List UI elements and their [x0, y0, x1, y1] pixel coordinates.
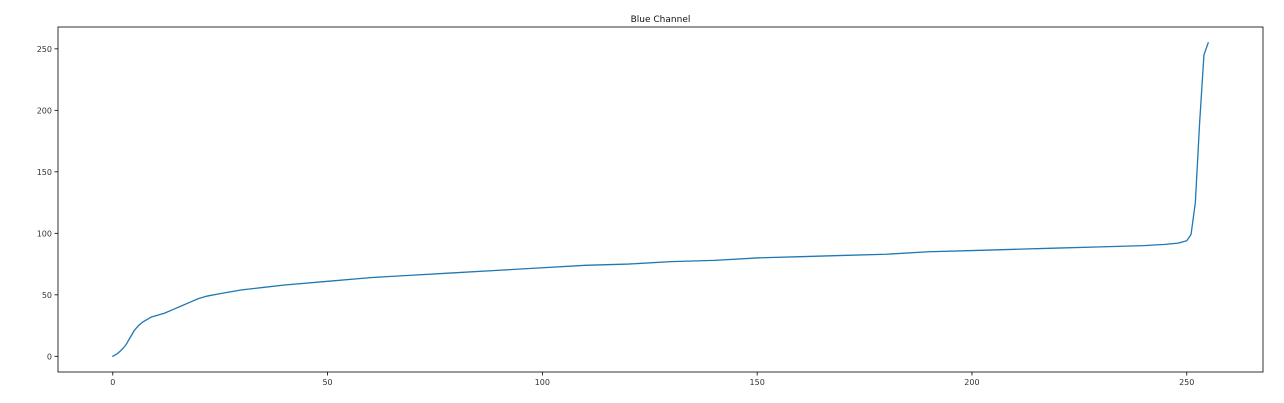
x-tick-label: 250 — [1179, 378, 1194, 387]
y-tick-label: 0 — [47, 352, 52, 361]
x-tick-label: 150 — [750, 378, 765, 387]
x-tick-label: 200 — [964, 378, 979, 387]
y-tick-label: 200 — [37, 106, 52, 115]
y-tick-label: 50 — [42, 291, 52, 300]
x-axis: 0 50 100 150 200 250 — [110, 372, 1194, 387]
x-tick-label: 100 — [535, 378, 550, 387]
x-tick-label: 50 — [322, 378, 332, 387]
y-tick-label: 150 — [37, 168, 52, 177]
y-tick-label: 100 — [37, 229, 52, 238]
y-axis: 0 50 100 150 200 250 — [37, 45, 58, 361]
series-line-0 — [112, 42, 1209, 357]
series-layer — [112, 42, 1209, 357]
x-tick-label: 0 — [110, 378, 115, 387]
y-tick-label: 250 — [37, 45, 52, 54]
plot-frame — [57, 26, 1264, 373]
chart-title: Blue Channel — [631, 15, 691, 25]
